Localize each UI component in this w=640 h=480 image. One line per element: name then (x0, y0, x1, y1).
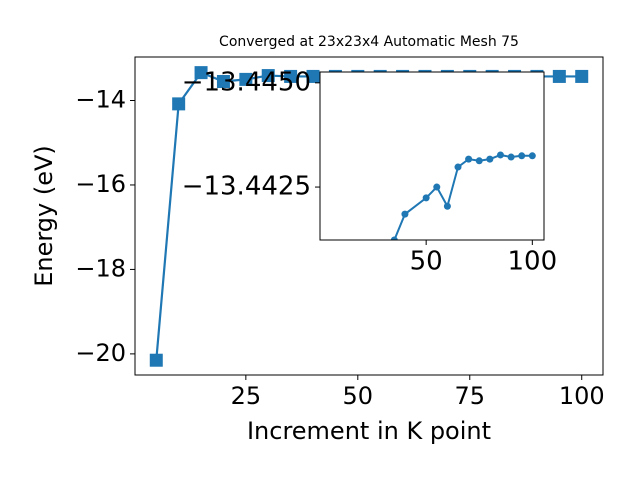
x-tick-label: 50 (343, 382, 374, 410)
x-tick-label: 100 (508, 247, 558, 277)
x-axis-label: Increment in K point (247, 417, 491, 445)
marker (261, 69, 275, 83)
x-tick-label: 75 (454, 382, 485, 410)
marker (454, 163, 462, 171)
marker (194, 66, 208, 80)
y-tick-label: −16 (75, 170, 126, 198)
marker (239, 72, 253, 86)
y-tick-label: −18 (75, 254, 126, 282)
marker (486, 155, 494, 163)
marker (390, 236, 398, 240)
axes-frame (134, 56, 604, 376)
marker (284, 69, 298, 83)
marker (149, 353, 163, 367)
marker (433, 183, 441, 191)
marker (575, 69, 589, 83)
marker (475, 157, 483, 165)
y-tick-label: −14 (75, 85, 126, 113)
marker (422, 194, 430, 202)
y-tick-label: −20 (75, 339, 126, 367)
marker (465, 155, 473, 163)
y-tick-label: −13.4425 (182, 172, 311, 202)
x-tick-label: 50 (410, 247, 443, 277)
x-tick-label: 100 (559, 382, 605, 410)
chart-title: Converged at 23x23x4 Automatic Mesh 75 (219, 34, 519, 50)
marker (528, 152, 536, 160)
marker (552, 69, 566, 83)
marker (401, 210, 409, 218)
marker (172, 97, 186, 111)
axes-frame (319, 71, 545, 241)
marker (306, 69, 320, 83)
x-tick-label: 25 (231, 382, 262, 410)
marker (216, 74, 230, 88)
marker (518, 152, 526, 160)
marker (507, 153, 515, 161)
marker (443, 202, 451, 210)
plot-area (390, 151, 536, 240)
y-tick-label: −13.4450 (182, 67, 311, 97)
marker (496, 151, 504, 159)
y-axis-label: Energy (eV) (30, 145, 58, 287)
